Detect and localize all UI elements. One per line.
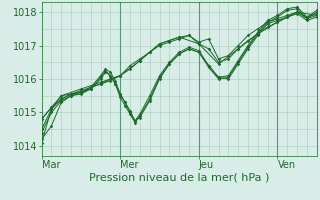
X-axis label: Pression niveau de la mer( hPa ): Pression niveau de la mer( hPa ) — [89, 173, 269, 183]
